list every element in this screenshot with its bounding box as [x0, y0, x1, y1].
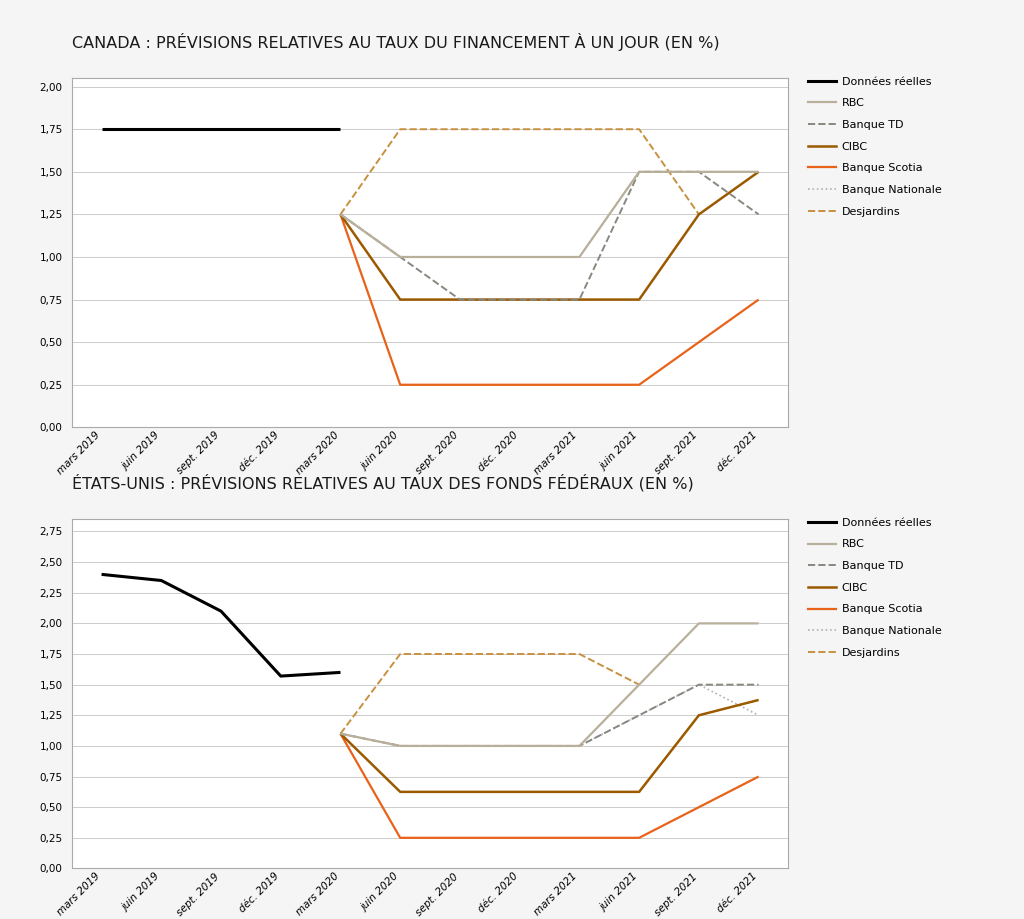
Legend: Données réelles, RBC, Banque TD, CIBC, Banque Scotia, Banque Nationale, Desjardi: Données réelles, RBC, Banque TD, CIBC, B… [808, 76, 941, 217]
Text: CANADA : PRÉVISIONS RELATIVES AU TAUX DU FINANCEMENT À UN JOUR (EN %): CANADA : PRÉVISIONS RELATIVES AU TAUX DU… [72, 32, 719, 51]
Legend: Données réelles, RBC, Banque TD, CIBC, Banque Scotia, Banque Nationale, Desjardi: Données réelles, RBC, Banque TD, CIBC, B… [808, 517, 941, 658]
Text: ÉTATS-UNIS : PRÉVISIONS RELATIVES AU TAUX DES FONDS FÉDÉRAUX (EN %): ÉTATS-UNIS : PRÉVISIONS RELATIVES AU TAU… [72, 474, 693, 492]
